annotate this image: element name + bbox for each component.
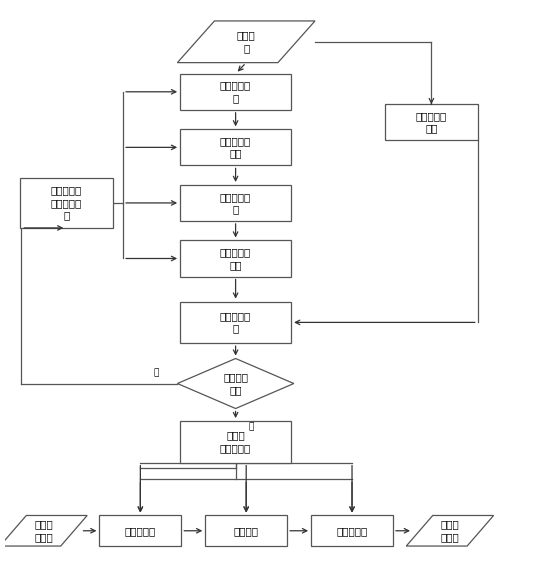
Text: 输出层函数
计算: 输出层函数 计算 — [220, 247, 251, 270]
Text: 隐层函数计
算: 隐层函数计 算 — [220, 192, 251, 214]
Bar — [180, 421, 291, 463]
Text: 神经网络结
构参数初始
化: 神经网络结 构参数初始 化 — [51, 185, 82, 221]
Bar — [180, 302, 291, 343]
Text: 是: 是 — [249, 422, 254, 431]
Bar — [180, 129, 291, 166]
Bar — [20, 178, 112, 228]
Polygon shape — [177, 21, 315, 62]
Text: 神经网
络输入: 神经网 络输入 — [34, 519, 53, 542]
Text: 训练数
据: 训练数 据 — [237, 31, 255, 53]
Text: 否: 否 — [153, 368, 159, 377]
Text: 逼近精度
判定: 逼近精度 判定 — [223, 373, 248, 395]
Text: 隐层计算: 隐层计算 — [234, 526, 259, 536]
Text: 逼近误差计
算: 逼近误差计 算 — [220, 311, 251, 333]
Text: 数据优化处
理: 数据优化处 理 — [220, 81, 251, 103]
Bar — [205, 515, 287, 546]
Bar — [180, 74, 291, 110]
Bar — [99, 515, 181, 546]
Polygon shape — [406, 515, 494, 546]
Bar — [180, 240, 291, 277]
Text: 输出层逼近
数据: 输出层逼近 数据 — [416, 111, 447, 134]
Text: 输出层计算: 输出层计算 — [336, 526, 368, 536]
Polygon shape — [0, 515, 87, 546]
Bar — [385, 104, 478, 141]
Text: 优化后
的网络结构: 优化后 的网络结构 — [220, 431, 251, 453]
Text: 输入层函数
计算: 输入层函数 计算 — [220, 136, 251, 159]
Text: 输入层计算: 输入层计算 — [125, 526, 156, 536]
Polygon shape — [177, 358, 294, 408]
Bar — [311, 515, 393, 546]
Bar — [180, 185, 291, 221]
Text: 神经网
络输出: 神经网 络输出 — [441, 519, 460, 542]
